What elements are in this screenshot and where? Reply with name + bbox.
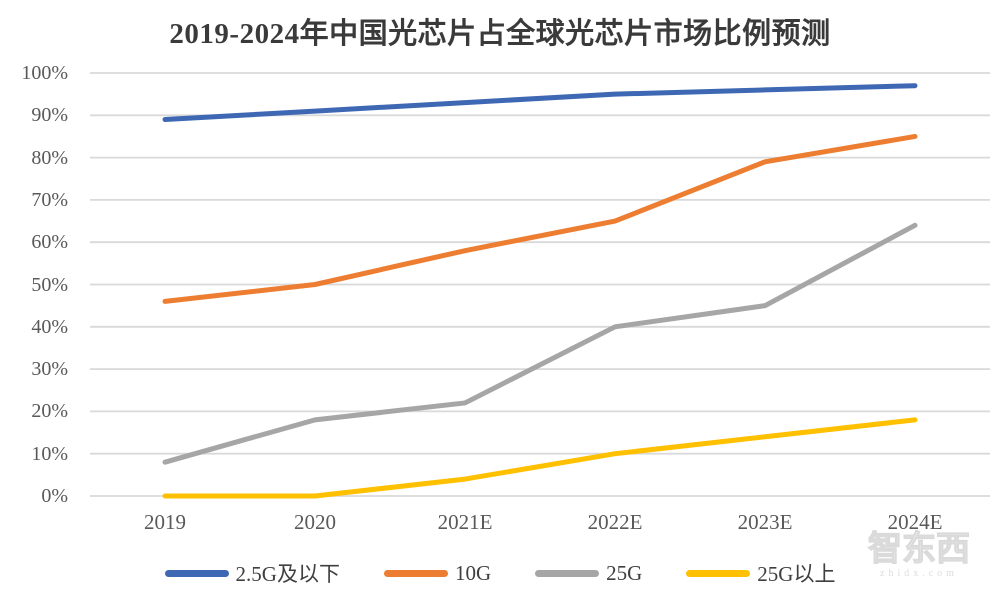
y-tick-label: 70%: [31, 188, 68, 211]
legend-label: 10G: [454, 560, 492, 585]
legend-label: 2.5G及以下: [235, 562, 340, 586]
y-tick-label: 40%: [31, 315, 68, 338]
legend-item-2.5G及以下: 2.5G及以下: [164, 558, 340, 588]
x-tick-label: 2021E: [437, 510, 493, 534]
legend-item-10G: 10G: [383, 560, 492, 586]
legend-marker-icon: [164, 569, 229, 577]
series-line-2.5G及以下: [162, 83, 918, 123]
gridlines: [90, 72, 990, 497]
y-tick-label: 50%: [31, 273, 68, 296]
legend-label: 25G: [606, 560, 643, 585]
y-tick-label: 60%: [31, 231, 68, 254]
x-tick-label: 2023E: [737, 510, 793, 534]
y-tick-label: 100%: [21, 62, 68, 84]
y-tick-label: 90%: [31, 104, 68, 127]
y-tick-label: 30%: [31, 358, 68, 381]
legend-item-25G以上: 25G以上: [686, 558, 835, 588]
legend-marker-icon: [535, 569, 600, 577]
chart-title: 2019-2024年中国光芯片占全球光芯片市场比例预测: [169, 18, 831, 50]
x-tick-label: 2022E: [587, 510, 643, 534]
legend-marker-icon: [686, 569, 751, 577]
legend-item-25G: 25G: [535, 561, 642, 586]
y-tick-label: 10%: [31, 442, 68, 465]
series-line-10G: [162, 133, 918, 304]
series-line-25G: [162, 222, 918, 465]
chart-legend: 2.5G及以下 10G 25G 25G以上: [0, 558, 1000, 588]
legend-marker-icon: [383, 569, 448, 577]
x-tick-label: 2019: [144, 510, 186, 534]
x-tick-label: 2020: [294, 510, 336, 534]
x-tick-label: 2024E: [887, 510, 943, 534]
y-tick-label: 80%: [31, 146, 68, 169]
legend-label: 25G以上: [757, 562, 836, 586]
y-tick-label: 0%: [41, 485, 68, 507]
y-tick-label: 20%: [31, 400, 68, 423]
series-line-25G以上: [162, 417, 918, 499]
